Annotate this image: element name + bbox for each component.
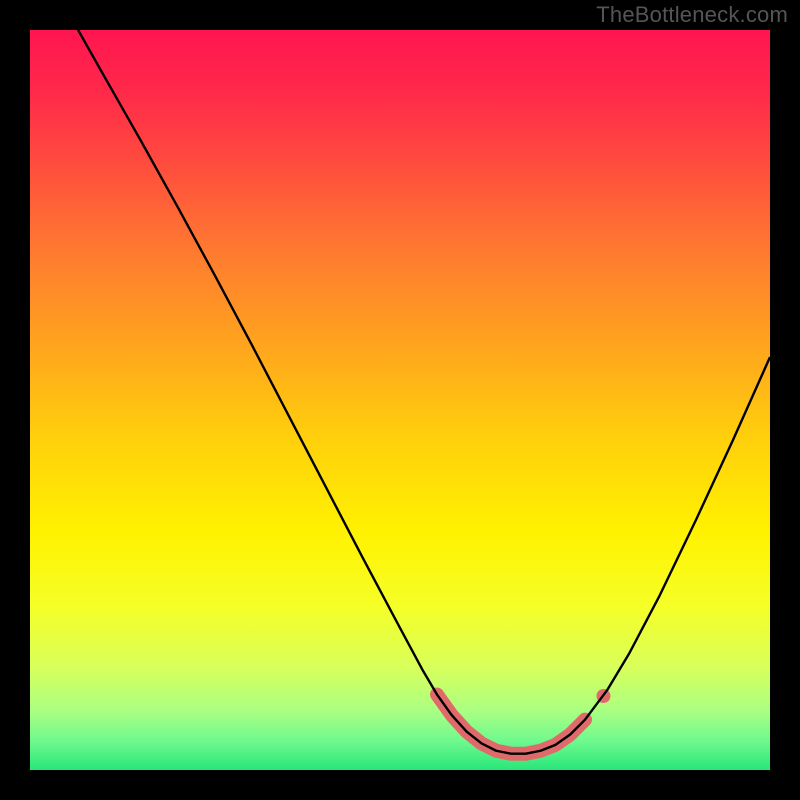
chart-frame: TheBottleneck.com xyxy=(0,0,800,800)
plot-area xyxy=(30,30,770,770)
plot-svg xyxy=(30,30,770,770)
watermark-text: TheBottleneck.com xyxy=(596,2,788,28)
